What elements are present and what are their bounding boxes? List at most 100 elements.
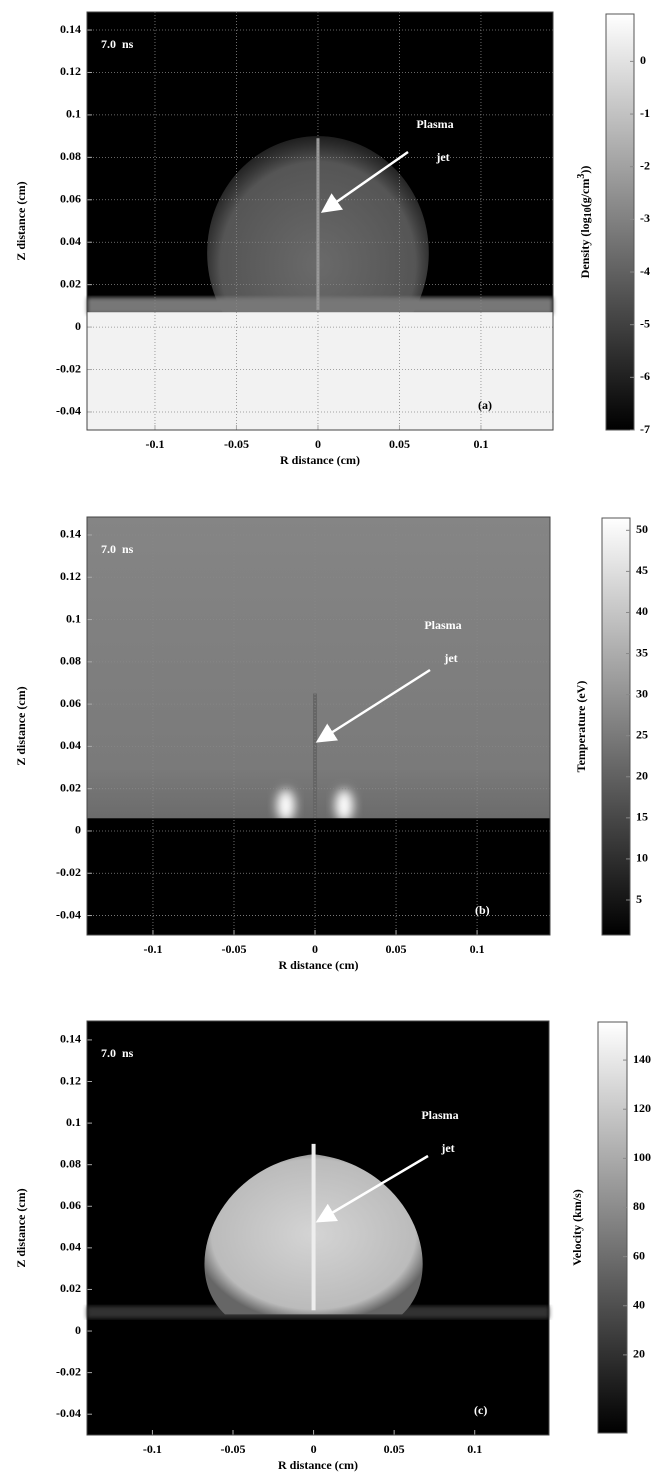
colorbar-tick-label: -4 (640, 264, 650, 278)
y-tick-label: -0.04 (56, 1406, 81, 1420)
colorbar-label-part: 3 (576, 174, 587, 179)
y-tick-label: 0.1 (66, 611, 81, 625)
hot-spot (335, 789, 354, 822)
colorbar-label-part: Density (log (578, 217, 592, 278)
y-tick-label: -0.02 (56, 1364, 81, 1378)
panel-label: (c) (474, 1403, 487, 1417)
colorbar-label: Temperature (eV) (574, 681, 588, 773)
x-tick-label: -0.1 (145, 437, 164, 451)
colorbar-label: Density (log10(g/cm3)) (576, 166, 594, 279)
plot-frame (86, 516, 551, 936)
y-tick-label: 0.06 (60, 696, 81, 710)
colorbar-tick-label: 100 (633, 1150, 651, 1164)
y-tick-label: 0.1 (66, 107, 81, 121)
y-tick-label: -0.02 (56, 865, 81, 879)
x-tick-label: 0 (311, 1442, 317, 1456)
colorbar-tick-label: -3 (640, 211, 650, 225)
annotation: jet (443, 651, 457, 665)
y-tick-label: 0.06 (60, 1198, 81, 1212)
colorbar-tick-label: 20 (636, 769, 648, 783)
y-tick-label: 0.12 (60, 64, 81, 78)
y-tick-label: 0.04 (60, 234, 81, 248)
colorbar-tick-label: 60 (633, 1248, 645, 1262)
annotation: Plasma (424, 618, 461, 632)
annotation-arrow (315, 668, 431, 743)
colorbar (597, 1021, 628, 1434)
y-tick-label: 0 (75, 319, 81, 333)
colorbar-tick-label: -6 (640, 369, 650, 383)
time-label: 7.0 ns (101, 37, 134, 51)
x-tick-label: 0.05 (384, 1442, 405, 1456)
y-tick-label: 0.02 (60, 780, 81, 794)
y-tick-label: -0.02 (56, 361, 81, 375)
colorbar-tick-label: 80 (633, 1199, 645, 1213)
annotation: jet (440, 1141, 454, 1155)
x-tick-label: 0 (315, 437, 321, 451)
y-tick-label: 0.04 (60, 1240, 81, 1254)
x-tick-label: -0.05 (220, 1442, 245, 1456)
panel-label: (a) (478, 398, 492, 412)
y-tick-label: 0.08 (60, 1156, 81, 1170)
colorbar-tick-label: 40 (633, 1297, 645, 1311)
y-tick-label: 0.08 (60, 654, 81, 668)
colorbar-label-part: (g/cm (578, 179, 592, 208)
plot-frame (86, 11, 554, 431)
colorbar-tick-label: 140 (633, 1052, 651, 1066)
y-axis-label: Z distance (cm) (14, 181, 28, 260)
hot-spot (276, 789, 295, 822)
target (87, 818, 550, 935)
time-label: 7.0 ns (101, 1046, 134, 1060)
colorbar (605, 13, 635, 431)
panel (87, 12, 553, 430)
colorbar-label-part: 10 (583, 207, 594, 217)
y-tick-label: 0.02 (60, 276, 81, 290)
y-tick-label: -0.04 (56, 404, 81, 418)
x-tick-label: 0.1 (467, 1442, 482, 1456)
y-tick-label: 0.12 (60, 569, 81, 583)
y-tick-label: 0.06 (60, 192, 81, 206)
colorbar-tick-label: 30 (636, 686, 648, 700)
x-tick-label: 0.1 (470, 942, 485, 956)
colorbar-tick-label: 45 (636, 563, 648, 577)
y-tick-label: 0.08 (60, 149, 81, 163)
colorbar-label: Velocity (km/s) (570, 1189, 584, 1266)
colorbar-tick-label: 40 (636, 604, 648, 618)
y-axis-label: Z distance (cm) (14, 1188, 28, 1267)
y-tick-label: 0.14 (60, 1032, 81, 1046)
plot-frame (86, 1020, 550, 1436)
time-label: 7.0 ns (101, 542, 134, 556)
colorbar-tick-label: 25 (636, 727, 648, 741)
x-tick-label: -0.1 (143, 1442, 162, 1456)
x-tick-label: 0.05 (389, 437, 410, 451)
colorbar-label-part: )) (578, 166, 592, 174)
surface-glow (87, 297, 553, 315)
annotation: Plasma (421, 1108, 458, 1122)
y-tick-label: 0.14 (60, 527, 81, 541)
panel (87, 1021, 549, 1435)
y-tick-label: 0 (75, 1323, 81, 1337)
colorbar-tick-label: 5 (636, 892, 642, 906)
y-tick-label: 0.14 (60, 22, 81, 36)
y-tick-label: -0.04 (56, 907, 81, 921)
x-tick-label: -0.05 (224, 437, 249, 451)
colorbar-tick-label: 15 (636, 810, 648, 824)
x-tick-label: 0 (312, 942, 318, 956)
colorbar-tick-label: 120 (633, 1101, 651, 1115)
y-tick-label: 0.04 (60, 738, 81, 752)
y-tick-label: 0.02 (60, 1281, 81, 1295)
x-tick-label: 0.05 (386, 942, 407, 956)
colorbar-tick-label: 0 (640, 53, 646, 67)
annotation-arrow (315, 1154, 429, 1223)
colorbar-label-part: Temperature (eV) (574, 681, 588, 773)
colorbar (601, 517, 631, 936)
y-axis-label: Z distance (cm) (14, 686, 28, 765)
x-axis-label: R distance (cm) (280, 453, 360, 467)
annotation: jet (435, 150, 449, 164)
colorbar-tick-label: 50 (636, 522, 648, 536)
x-tick-label: -0.05 (221, 942, 246, 956)
y-tick-label: 0 (75, 823, 81, 837)
target (87, 312, 553, 430)
annotation: Plasma (416, 117, 453, 131)
x-axis-label: R distance (cm) (278, 1458, 358, 1472)
